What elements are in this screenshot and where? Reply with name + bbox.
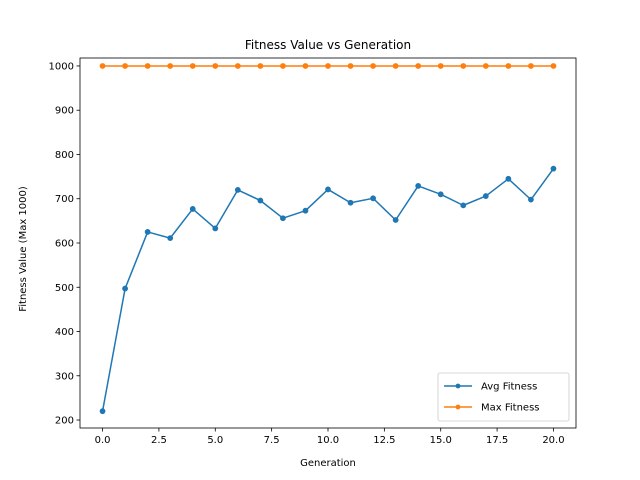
data-point-max-fitness — [99, 63, 106, 69]
x-tick-label: 5.0 — [207, 435, 223, 446]
data-point-max-fitness — [122, 63, 128, 69]
data-point-max-fitness — [144, 63, 151, 69]
data-point-avg-fitness — [437, 191, 444, 198]
data-point-max-fitness — [505, 63, 512, 69]
data-point-max-fitness — [325, 63, 331, 69]
legend-marker-avg-fitness — [455, 383, 461, 389]
x-tick-label: 10.0 — [317, 435, 339, 446]
data-point-avg-fitness — [257, 197, 264, 204]
y-tick-label: 300 — [55, 371, 74, 382]
data-point-max-fitness — [167, 63, 174, 69]
y-tick-label: 900 — [55, 106, 74, 117]
series-layer — [99, 63, 557, 415]
data-point-max-fitness — [212, 63, 219, 69]
data-point-avg-fitness — [302, 207, 309, 214]
data-point-max-fitness — [528, 63, 534, 69]
data-point-avg-fitness — [189, 206, 196, 212]
legend: Avg Fitness Max Fitness — [437, 372, 570, 422]
y-axis: 200 300 400 500 600 700 800 900 1000 — [49, 61, 80, 427]
y-tick-label: 600 — [55, 239, 74, 250]
y-axis-label: Fitness Value (Max 1000) — [18, 186, 29, 312]
data-point-avg-fitness — [482, 193, 489, 199]
legend-marker-max-fitness — [455, 404, 461, 410]
data-point-max-fitness — [437, 63, 444, 69]
data-point-avg-fitness — [415, 183, 422, 189]
data-point-max-fitness — [550, 63, 557, 69]
y-tick-label: 1000 — [49, 61, 74, 72]
data-point-avg-fitness — [280, 215, 286, 222]
data-point-avg-fitness — [392, 217, 399, 223]
x-tick-label: 17.5 — [486, 435, 508, 446]
data-point-max-fitness — [392, 63, 399, 69]
data-point-max-fitness — [280, 63, 286, 69]
plot-area — [79, 57, 577, 429]
data-point-avg-fitness — [122, 285, 128, 292]
data-point-max-fitness — [302, 63, 309, 69]
data-point-max-fitness — [257, 63, 264, 69]
x-tick-label: 7.5 — [264, 435, 280, 446]
x-tick-label: 2.5 — [151, 435, 167, 446]
legend-frame — [437, 372, 570, 422]
data-point-avg-fitness — [325, 186, 331, 193]
y-tick-label: 800 — [55, 150, 74, 161]
data-point-avg-fitness — [167, 235, 174, 242]
data-point-avg-fitness — [550, 165, 557, 172]
data-point-avg-fitness — [234, 186, 241, 193]
plot-frame — [79, 57, 577, 429]
x-axis: 0.0 2.5 5.0 7.5 10.0 12.5 15.0 17.5 20.0 — [95, 428, 565, 446]
data-point-avg-fitness — [460, 202, 467, 209]
data-point-max-fitness — [189, 63, 196, 69]
legend-label-max-fitness: Max Fitness — [481, 403, 540, 414]
data-point-max-fitness — [370, 63, 376, 69]
data-point-max-fitness — [347, 63, 354, 69]
chart-title: Fitness Value vs Generation — [245, 38, 411, 52]
data-point-max-fitness — [415, 63, 422, 69]
data-point-max-fitness — [234, 63, 241, 69]
data-point-avg-fitness — [144, 229, 151, 235]
y-tick-label: 200 — [55, 416, 74, 427]
x-tick-label: 12.5 — [373, 435, 395, 446]
data-point-avg-fitness — [505, 175, 512, 182]
data-point-max-fitness — [482, 63, 489, 69]
y-tick-label: 500 — [55, 283, 74, 294]
x-tick-label: 15.0 — [430, 435, 452, 446]
x-tick-label: 0.0 — [95, 435, 111, 446]
legend-label-avg-fitness: Avg Fitness — [481, 382, 537, 393]
y-tick-label: 700 — [55, 194, 74, 205]
x-axis-label: Generation — [300, 458, 356, 469]
data-point-avg-fitness — [370, 195, 376, 202]
y-tick-label: 400 — [55, 327, 74, 338]
data-point-avg-fitness — [212, 225, 219, 232]
data-point-max-fitness — [460, 63, 467, 69]
data-point-avg-fitness — [99, 408, 106, 415]
data-point-avg-fitness — [347, 199, 354, 206]
x-tick-label: 20.0 — [542, 435, 564, 446]
data-point-avg-fitness — [528, 196, 534, 203]
